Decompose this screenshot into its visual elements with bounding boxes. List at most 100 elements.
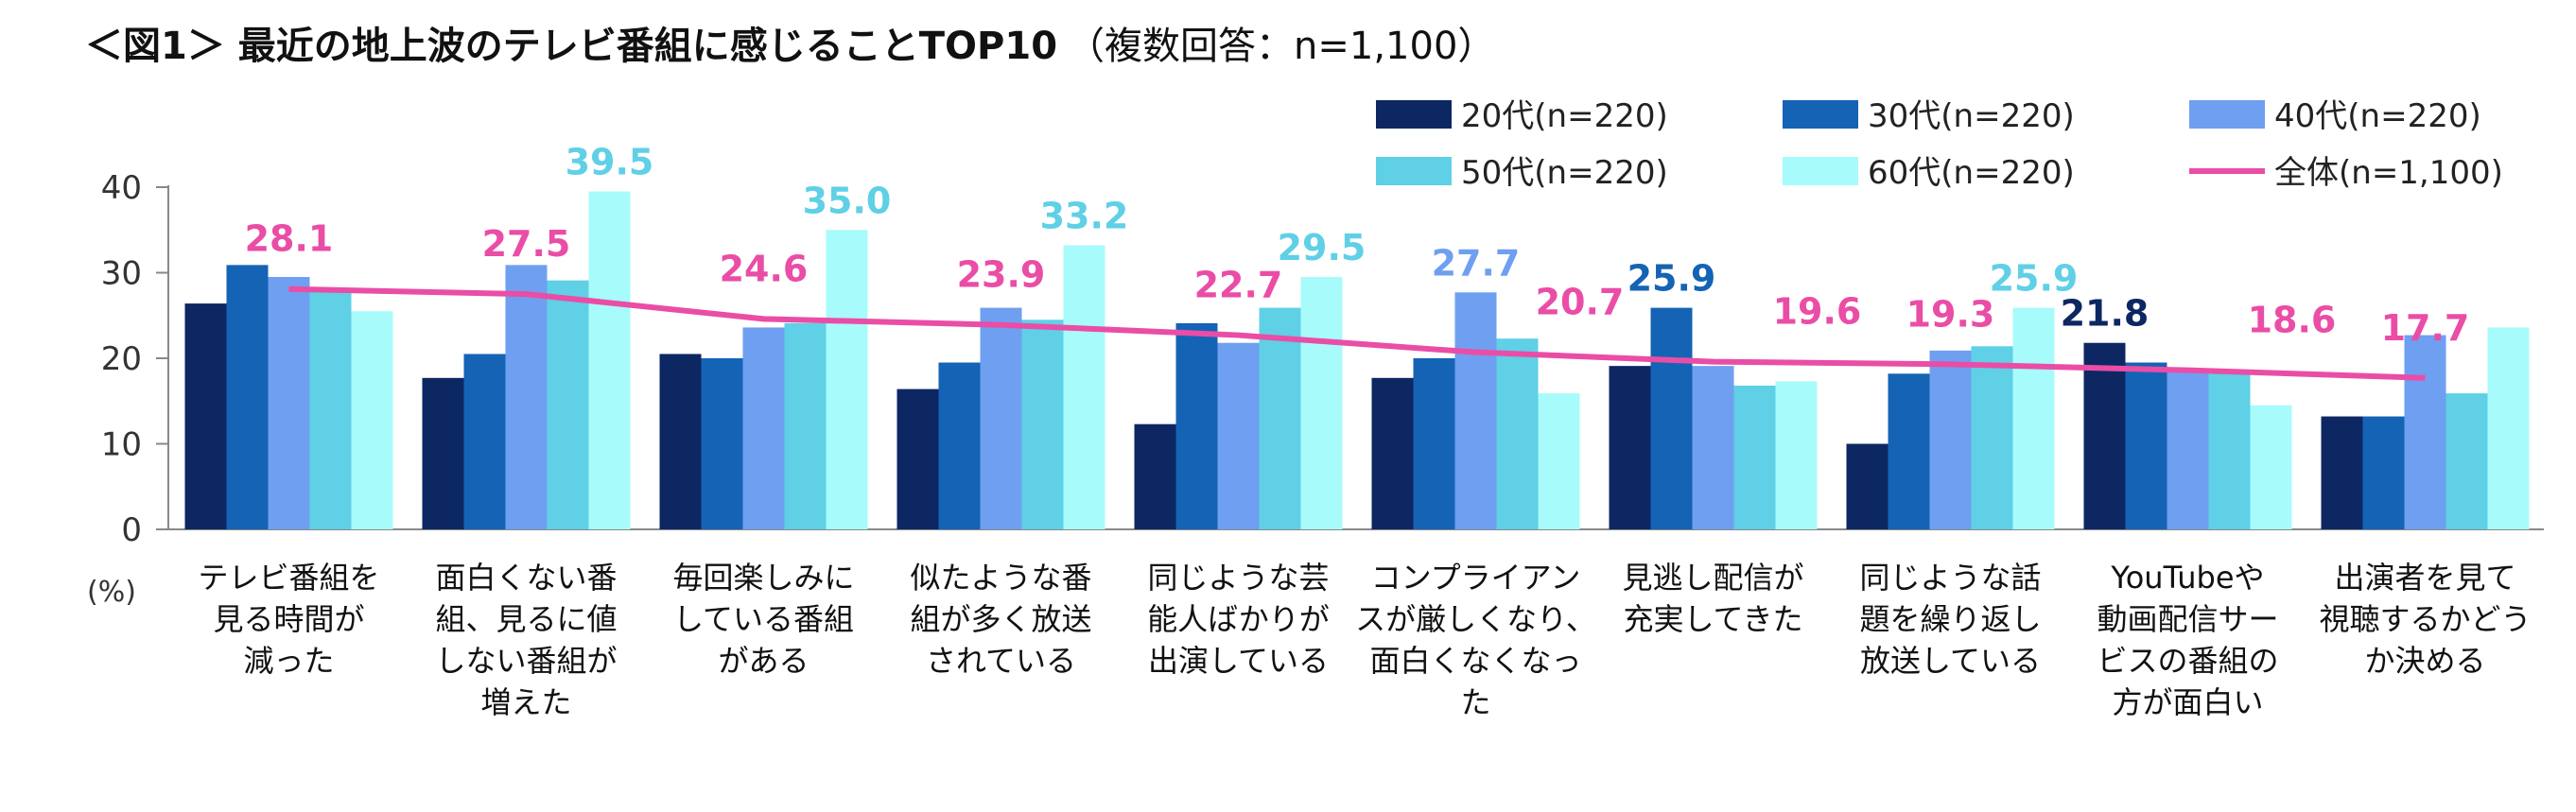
category-label-line: 似たような番 — [910, 560, 1091, 596]
value-label-60代-cat4: 33.2 — [1040, 196, 1129, 237]
bar-20代-cat9 — [2083, 342, 2126, 529]
category-label-line: 同じような芸 — [1147, 560, 1329, 596]
category-label-line: 見逃し配信が — [1622, 560, 1803, 596]
bar-40代-cat10 — [2404, 335, 2446, 529]
bar-60代-cat10 — [2487, 327, 2530, 529]
category-label-line: 組、見るに値 — [435, 601, 617, 637]
bar-20代-cat2 — [422, 377, 464, 529]
bar-40代-cat6 — [1454, 292, 1497, 529]
bar-40代-cat4 — [980, 307, 1022, 529]
category-label-4: 似たような番組が多く放送されている — [910, 560, 1091, 679]
category-label-line: 出演している — [1148, 643, 1329, 679]
bar-20代-cat4 — [896, 389, 939, 529]
category-label-line: テレビ番組を — [198, 560, 379, 596]
category-label-9: YouTubeや動画配信サービスの番組の方が面白い — [2097, 560, 2278, 720]
value-label-60代-cat2: 39.5 — [566, 142, 654, 183]
bar-20代-cat3 — [659, 354, 702, 529]
category-label-line: している番組 — [673, 601, 854, 637]
y-tick-label: 30 — [101, 255, 142, 293]
category-label-line: がある — [718, 643, 809, 679]
value-label-全体-cat7: 19.6 — [1773, 291, 1862, 333]
legend-label-6: 全体(n=1,100) — [2274, 154, 2503, 192]
value-label-60代-cat3: 35.0 — [803, 180, 892, 221]
bar-30代-cat8 — [1888, 373, 1930, 529]
category-label-5: 同じような芸能人ばかりが出演している — [1147, 560, 1330, 679]
legend-label-5: 60代(n=220) — [1868, 154, 2075, 192]
bar-30代-cat5 — [1175, 322, 1218, 529]
category-labels: テレビ番組を見る時間が減った面白くない番組、見るに値しない番組が増えた毎回楽しみ… — [198, 560, 2531, 720]
category-label-line: 減った — [243, 643, 334, 679]
legend-swatch-5 — [1783, 157, 1858, 185]
bar-60代-cat2 — [588, 191, 631, 529]
bar-20代-cat8 — [1846, 443, 1888, 529]
legend-swatch-2 — [1783, 100, 1858, 129]
value-label-全体-cat9: 18.6 — [2248, 300, 2337, 341]
value-label-全体-cat3: 24.6 — [720, 248, 809, 289]
overall-line-layer — [288, 285, 2426, 381]
y-tick-label: 40 — [101, 169, 142, 207]
chart-title-main: ＜図1＞ 最近の地上波のテレビ番組に感じることTOP10 — [85, 25, 1057, 68]
value-label-60代-cat5: 29.5 — [1278, 227, 1366, 268]
bar-20代-cat7 — [1609, 366, 1651, 529]
bar-20代-cat1 — [184, 303, 227, 529]
category-label-line: 視聴するかどう — [2319, 601, 2531, 637]
y-tick-label: 20 — [101, 340, 142, 378]
bar-50代-cat1 — [309, 287, 352, 529]
legend-swatch-3 — [2189, 100, 2265, 129]
value-label-40代-cat6: 27.7 — [1432, 242, 1521, 284]
bar-30代-cat9 — [2125, 362, 2167, 529]
category-label-line: 充実してきた — [1623, 601, 1802, 637]
category-label-line: 放送している — [1860, 643, 2041, 679]
bar-20代-cat5 — [1134, 423, 1176, 529]
category-label-2: 面白くない番組、見るに値しない番組が増えた — [435, 560, 617, 720]
bar-40代-cat5 — [1217, 342, 1260, 529]
category-label-line: 面白くなくなっ — [1369, 643, 1581, 679]
category-label-line: スが厳しくなり、 — [1355, 601, 1596, 637]
bar-60代-cat4 — [1063, 245, 1105, 529]
category-label-line: か決める — [2364, 643, 2485, 679]
bar-60代-cat3 — [826, 230, 868, 529]
bar-60代-cat7 — [1775, 381, 1818, 529]
value-label-全体-cat4: 23.9 — [957, 254, 1046, 296]
overall-trend-line — [288, 285, 2426, 381]
bar-50代-cat6 — [1496, 338, 1539, 529]
bar-30代-cat1 — [226, 265, 269, 529]
y-tick-label: 10 — [101, 426, 142, 464]
value-label-全体-cat5: 22.7 — [1194, 265, 1283, 306]
legend-swatch-1 — [1376, 100, 1452, 129]
bar-30代-cat3 — [701, 358, 743, 529]
value-label-全体-cat1: 28.1 — [245, 218, 334, 260]
category-label-line: コンプライアン — [1371, 560, 1581, 596]
category-label-6: コンプライアンスが厳しくなり、面白くなくなった — [1355, 560, 1596, 720]
legend-swatch-4 — [1376, 157, 1452, 185]
category-label-line: 方が面白い — [2112, 684, 2263, 720]
bar-50代-cat10 — [2445, 393, 2488, 529]
value-label-全体-cat10: 17.7 — [2381, 307, 2470, 349]
category-label-line: 出演者を見て — [2334, 560, 2515, 596]
bars-layer — [184, 191, 2530, 529]
value-label-全体-cat2: 27.5 — [482, 223, 571, 265]
bar-30代-cat7 — [1650, 307, 1693, 529]
bar-20代-cat6 — [1371, 377, 1414, 529]
bar-20代-cat10 — [2321, 416, 2363, 529]
category-label-line: 見る時間が — [213, 601, 364, 637]
value-label-全体-cat8: 19.3 — [1906, 293, 1995, 335]
category-label-line: 組が多く放送 — [910, 601, 1091, 637]
bar-60代-cat1 — [351, 311, 393, 529]
value-label-全体-cat6: 20.7 — [1536, 282, 1625, 323]
category-label-line: た — [1460, 684, 1490, 720]
category-label-1: テレビ番組を見る時間が減った — [198, 560, 379, 679]
category-label-10: 出演者を見て視聴するかどうか決める — [2319, 560, 2531, 679]
bar-30代-cat4 — [938, 362, 981, 529]
category-label-line: 面白くない番 — [435, 560, 617, 596]
category-label-line: YouTubeや — [2110, 560, 2264, 596]
legend-label-4: 50代(n=220) — [1461, 154, 1668, 192]
legend-label-2: 30代(n=220) — [1868, 97, 2075, 135]
bar-40代-cat3 — [742, 327, 785, 529]
bar-40代-cat2 — [505, 265, 548, 529]
chart-legend: 20代(n=220) 30代(n=220) 40代(n=220) 50代(n=220)… — [1376, 97, 2503, 192]
category-label-3: 毎回楽しみにしている番組がある — [672, 560, 854, 679]
bar-50代-cat8 — [1971, 346, 2013, 529]
